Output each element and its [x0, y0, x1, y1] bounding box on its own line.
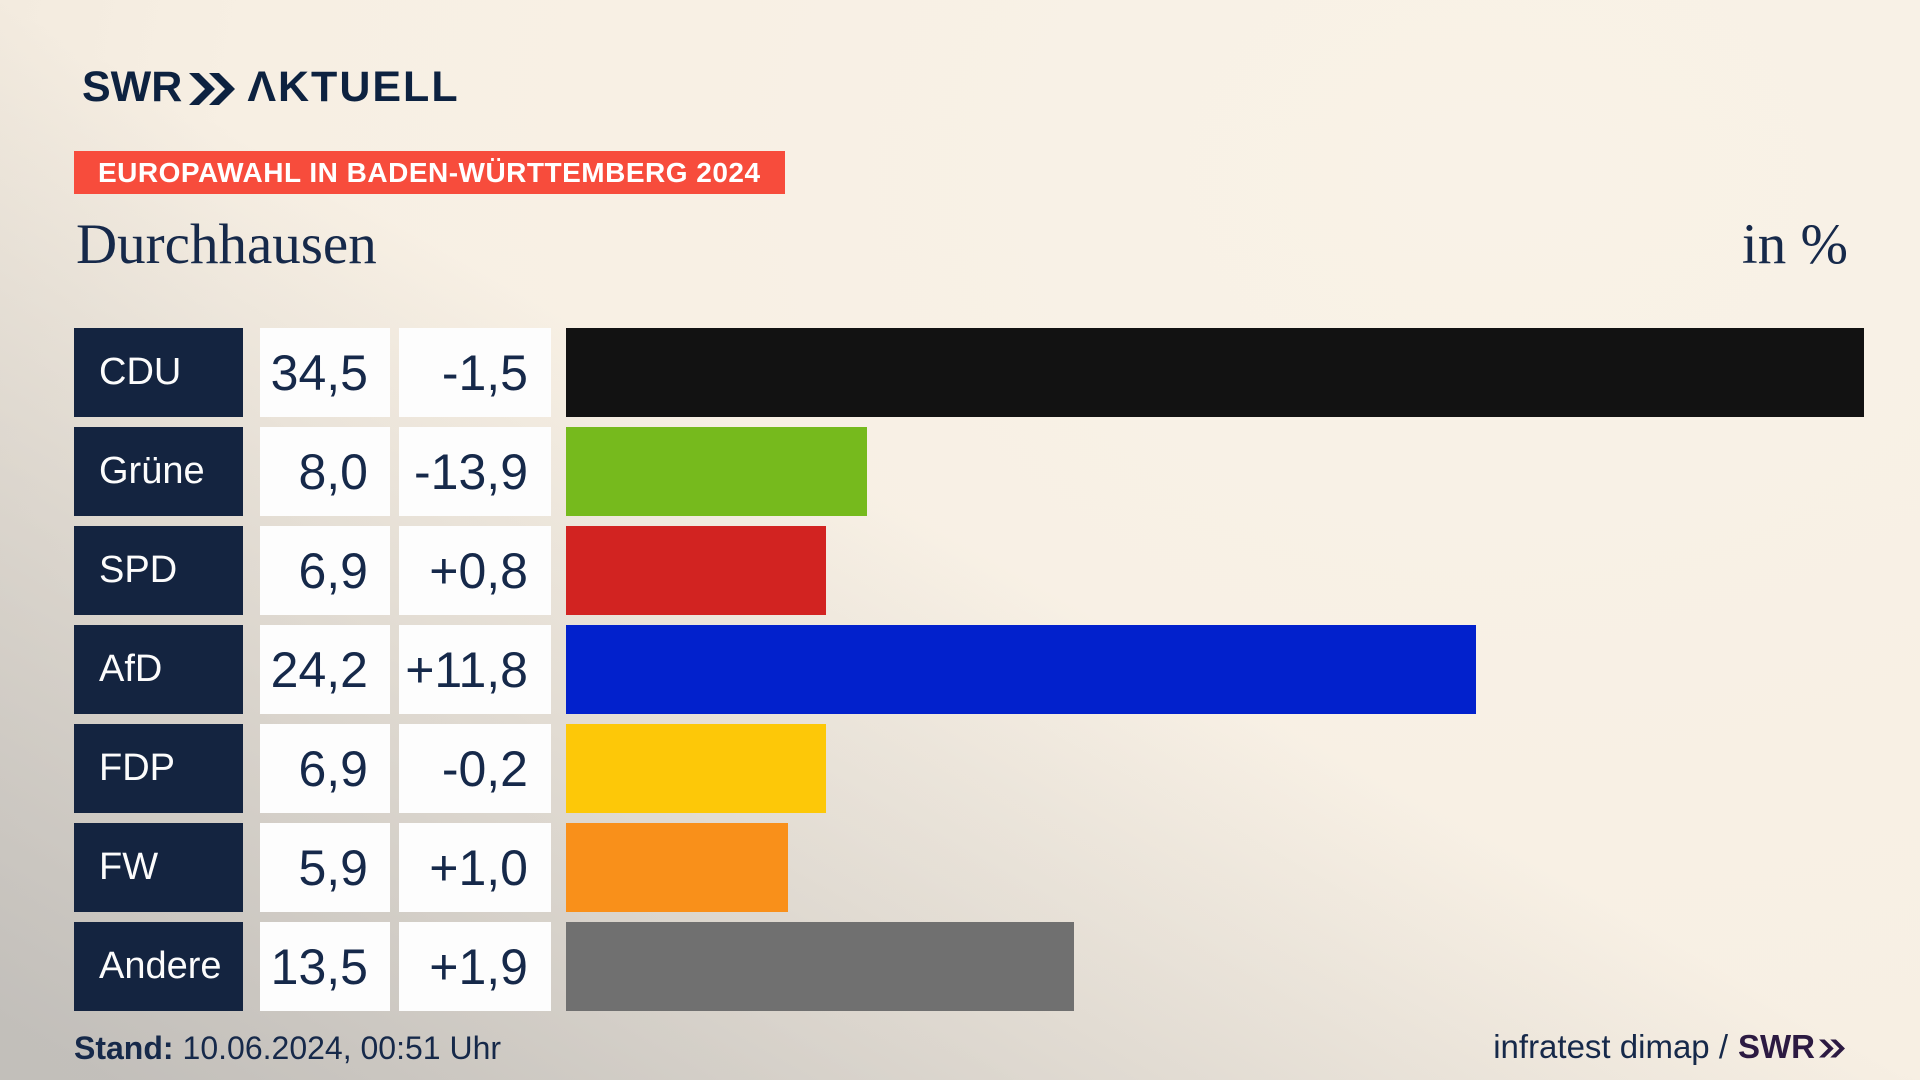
party-name-cell: CDU: [74, 328, 243, 417]
double-chevron-icon: [1819, 1039, 1845, 1058]
logo-suffix-text: ΛKTUELL: [247, 63, 460, 111]
bar-track: [566, 823, 1864, 912]
result-bar: [566, 724, 826, 813]
party-row: FW 5,9 +1,0: [74, 823, 1864, 912]
bar-track: [566, 922, 1864, 1011]
party-change-cell: +0,8: [399, 526, 551, 615]
party-row: Andere 13,5 +1,9: [74, 922, 1864, 1011]
party-change-cell: +1,0: [399, 823, 551, 912]
result-bar: [566, 922, 1074, 1011]
bar-track: [566, 625, 1864, 714]
swr-aktuell-logo: SWR ΛKTUELL: [82, 66, 460, 109]
page-title: Durchhausen: [76, 213, 377, 276]
party-name-cell: FW: [74, 823, 243, 912]
party-name-cell: Grüne: [74, 427, 243, 516]
result-bar: [566, 328, 1864, 417]
result-bar: [566, 526, 826, 615]
party-change-cell: +11,8: [399, 625, 551, 714]
party-name-cell: Andere: [74, 922, 243, 1011]
stand-value: 10.06.2024, 00:51 Uhr: [182, 1030, 502, 1066]
bar-track: [566, 328, 1864, 417]
party-name-cell: AfD: [74, 625, 243, 714]
election-banner: EUROPAWAHL IN BADEN-WÜRTTEMBERG 2024: [74, 151, 785, 194]
party-value-cell: 24,2: [260, 625, 390, 714]
party-name-cell: SPD: [74, 526, 243, 615]
result-bar: [566, 427, 867, 516]
source-credit: infratest dimap / SWR: [1493, 1028, 1845, 1065]
party-name-cell: FDP: [74, 724, 243, 813]
bar-track: [566, 724, 1864, 813]
party-value-cell: 5,9: [260, 823, 390, 912]
bar-track: [566, 427, 1864, 516]
party-change-cell: -1,5: [399, 328, 551, 417]
source-text: infratest dimap /: [1493, 1028, 1728, 1065]
stand-label: Stand:: [74, 1030, 174, 1066]
party-change-cell: -13,9: [399, 427, 551, 516]
bar-track: [566, 526, 1864, 615]
party-change-cell: -0,2: [399, 724, 551, 813]
timestamp: Stand: 10.06.2024, 00:51 Uhr: [74, 1030, 502, 1066]
unit-label: in %: [1741, 213, 1848, 276]
party-change-cell: +1,9: [399, 922, 551, 1011]
party-value-cell: 13,5: [260, 922, 390, 1011]
result-bar: [566, 823, 788, 912]
party-value-cell: 6,9: [260, 724, 390, 813]
party-value-cell: 34,5: [260, 328, 390, 417]
party-row: Grüne 8,0 -13,9: [74, 427, 1864, 516]
party-value-cell: 8,0: [260, 427, 390, 516]
party-value-cell: 6,9: [260, 526, 390, 615]
party-row: CDU 34,5 -1,5: [74, 328, 1864, 417]
source-brand-text: SWR: [1738, 1028, 1815, 1065]
party-row: FDP 6,9 -0,2: [74, 724, 1864, 813]
party-row: SPD 6,9 +0,8: [74, 526, 1864, 615]
result-bar: [566, 625, 1477, 714]
results-chart: CDU 34,5 -1,5 Grüne 8,0 -13,9 SPD 6,9 +0…: [74, 328, 1864, 1021]
party-row: AfD 24,2 +11,8: [74, 625, 1864, 714]
double-chevron-icon: [189, 72, 236, 105]
logo-brand-text: SWR: [82, 63, 183, 111]
